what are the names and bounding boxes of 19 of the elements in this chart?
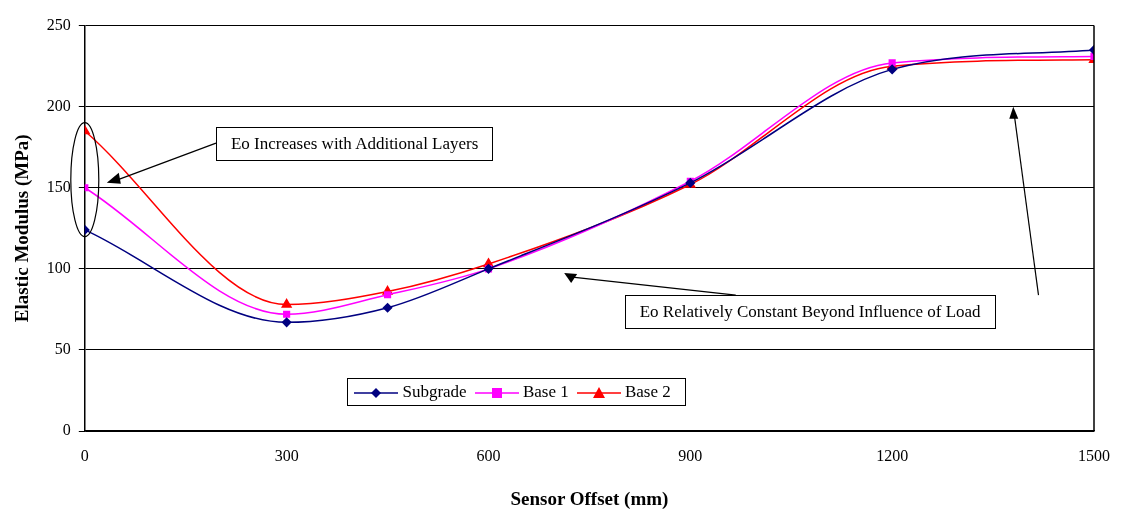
legend-label: Base 1 bbox=[522, 382, 569, 402]
annotation: Eo Increases with Additional Layers bbox=[215, 126, 494, 161]
y-tick-label: 250 bbox=[46, 15, 71, 33]
y-tick-label: 200 bbox=[46, 96, 71, 114]
y-tick-label: 0 bbox=[62, 421, 71, 439]
x-tick-label: 0 bbox=[80, 446, 89, 464]
annotation: Eo Relatively Constant Beyond Influence of Load bbox=[624, 295, 996, 330]
x-tick-label: 300 bbox=[274, 446, 299, 464]
x-tick-label: 1500 bbox=[1078, 446, 1110, 464]
y-axis-title: Elastic Modulus (MPa) bbox=[11, 134, 34, 323]
y-tick-label: 150 bbox=[46, 177, 71, 195]
y-tick-label: 50 bbox=[54, 340, 71, 358]
y-tick-label: 100 bbox=[46, 259, 71, 277]
x-tick-label: 600 bbox=[476, 446, 501, 464]
x-axis-title: Sensor Offset (mm) bbox=[510, 487, 669, 510]
legend-label: Base 2 bbox=[624, 382, 671, 402]
legend-label: Subgrade bbox=[402, 382, 467, 402]
x-tick-label: 1200 bbox=[876, 446, 909, 464]
x-tick-label: 900 bbox=[678, 446, 703, 464]
